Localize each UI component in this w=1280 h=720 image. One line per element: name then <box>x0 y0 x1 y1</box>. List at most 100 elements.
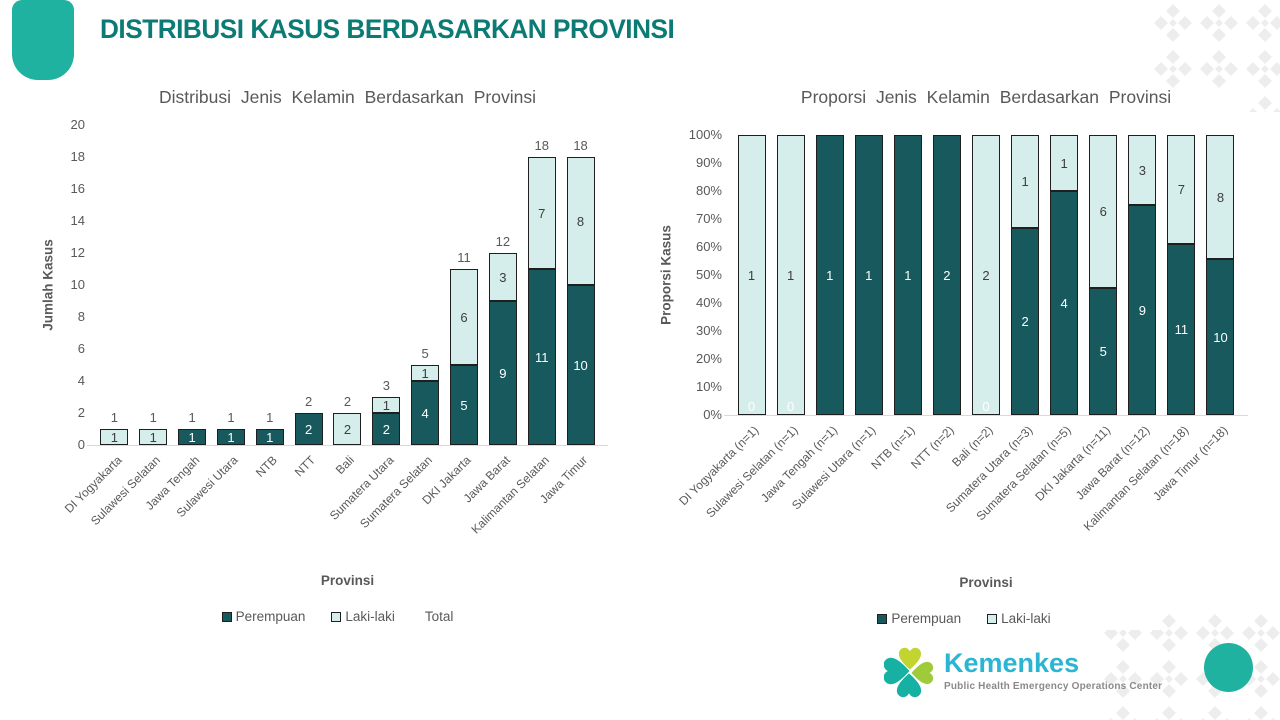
y-tick-label: 20% <box>695 351 722 366</box>
bar-segment-perempuan: 4 <box>1050 191 1079 415</box>
stacked-bar: 1 <box>854 135 883 415</box>
x-axis-line <box>724 415 1248 416</box>
bar-slot: 7 11 <box>1162 135 1201 415</box>
stacked-bar: 1 <box>893 135 922 415</box>
stacked-bar: 3 9 12 <box>488 125 517 445</box>
y-tick-label: 4 <box>77 373 85 388</box>
zero-value-label: 0 <box>786 399 795 414</box>
legend-label: Perempuan <box>235 609 306 624</box>
bar-segment-perempuan: 1 <box>815 135 844 415</box>
bar-slot: 1 <box>888 135 927 415</box>
total-label: 1 <box>149 410 157 425</box>
zero-value-label: 0 <box>747 399 756 414</box>
legend-label: Laki-laki <box>345 609 395 624</box>
bar-segment-perempuan: 1 <box>216 429 245 445</box>
bar-segment-laki-laki: 1 <box>411 365 440 381</box>
legend: Perempuan Laki-laki Total <box>30 609 645 624</box>
kemenkes-clover-icon <box>884 647 934 698</box>
y-tick-label: 40% <box>695 295 722 310</box>
bar-segment-perempuan: 1 <box>854 135 883 415</box>
bars: 1 0 1 0 1 1 1 2 2 0 1 2 1 4 6 5 3 9 7 11 8 10 <box>732 135 1240 415</box>
bar-segment-laki-laki: 1 <box>139 429 168 445</box>
bars: 1 1 1 1 1 1 1 1 1 1 2 2 2 2 1 2 3 1 4 5 6 5 11 3 9 12 7 11 18 8 10 18 <box>95 125 600 445</box>
bar-segment-laki-laki: 8 <box>1206 135 1235 260</box>
legend-label: Perempuan <box>891 611 962 626</box>
total-label: 18 <box>534 138 549 153</box>
bar-segment-laki-laki: 6 <box>450 269 479 365</box>
legend-item: Perempuan <box>221 609 306 624</box>
bar-segment-perempuan: 10 <box>566 285 595 445</box>
bar-segment-perempuan: 2 <box>1011 228 1040 415</box>
bar-segment-perempuan: 2 <box>932 135 961 415</box>
x-axis-ticks: DI Yogyakarta Sulawesi Selatan Jawa Tengah… <box>62 445 600 575</box>
bar-segment-perempuan: 5 <box>1089 287 1118 415</box>
bar-slot: 3 9 12 <box>483 125 522 445</box>
bar-slot: 1 <box>810 135 849 415</box>
total-label: 1 <box>227 410 235 425</box>
brand-subtitle: Public Health Emergency Operations Cente… <box>944 681 1163 692</box>
bar-segment-perempuan: 1 <box>893 135 922 415</box>
chart-distribusi-jenis-kelamin: Distribusi Jenis Kelamin Berdasarkan Pro… <box>30 85 645 665</box>
legend-item: Laki-laki <box>331 609 395 624</box>
bar-segment-perempuan: 11 <box>1167 243 1196 415</box>
y-tick-label: 8 <box>77 309 85 324</box>
bar-segment-laki-laki: 3 <box>488 253 517 301</box>
bar-slot: 8 10 18 <box>561 125 600 445</box>
legend-swatch-icon <box>221 611 232 622</box>
legend-swatch-icon <box>331 611 342 622</box>
legend-swatch-icon <box>987 613 998 624</box>
bar-segment-laki-laki: 7 <box>527 157 556 269</box>
bar-segment-laki-laki: 2 <box>972 135 1000 415</box>
bar-segment-laki-laki: 1 <box>1011 135 1040 229</box>
x-tick-label: Bali <box>333 453 358 478</box>
bar-segment-laki-laki: 1 <box>737 135 766 415</box>
bar-slot: 7 11 18 <box>522 125 561 445</box>
stacked-bar: 7 11 18 <box>527 125 556 445</box>
total-label: 18 <box>573 138 588 153</box>
legend-swatch-icon <box>877 613 888 624</box>
x-axis-ticks: DI Yogyakarta (n=1) Sulawesi Selatan (n=1… <box>676 415 1240 545</box>
total-label: 1 <box>110 410 119 425</box>
y-tick-label: 6 <box>77 341 85 356</box>
accent-circle <box>1204 643 1253 692</box>
total-label: 11 <box>457 250 471 265</box>
bar-segment-perempuan: 9 <box>488 301 517 445</box>
y-tick-label: 12 <box>70 245 85 260</box>
x-tick-label: NTT <box>292 453 319 480</box>
bar-segment-perempuan: 9 <box>1128 205 1157 415</box>
y-axis-ticks: 0 2 4 6 8 10 12 14 16 18 20 <box>25 117 95 452</box>
y-tick-label: 50% <box>695 267 722 282</box>
y-tick-label: 0 <box>77 437 85 452</box>
legend-item: Laki-laki <box>987 611 1051 626</box>
y-tick-label: 10 <box>70 277 85 292</box>
total-label: 2 <box>305 394 313 409</box>
bar-segment-perempuan: 5 <box>450 365 479 445</box>
bar-segment-laki-laki: 1 <box>100 429 129 445</box>
y-tick-label: 10% <box>695 379 722 394</box>
bar-slot: 1 <box>849 135 888 415</box>
y-tick-label: 100% <box>688 127 722 142</box>
legend-label: Laki-laki <box>1001 611 1051 626</box>
corner-ornament-top-right-icon <box>1150 0 1280 112</box>
bar-segment-perempuan: 1 <box>255 429 284 445</box>
brand-name: Kemenkes <box>944 648 1080 678</box>
bar-segment-perempuan: 10 <box>1206 259 1235 415</box>
